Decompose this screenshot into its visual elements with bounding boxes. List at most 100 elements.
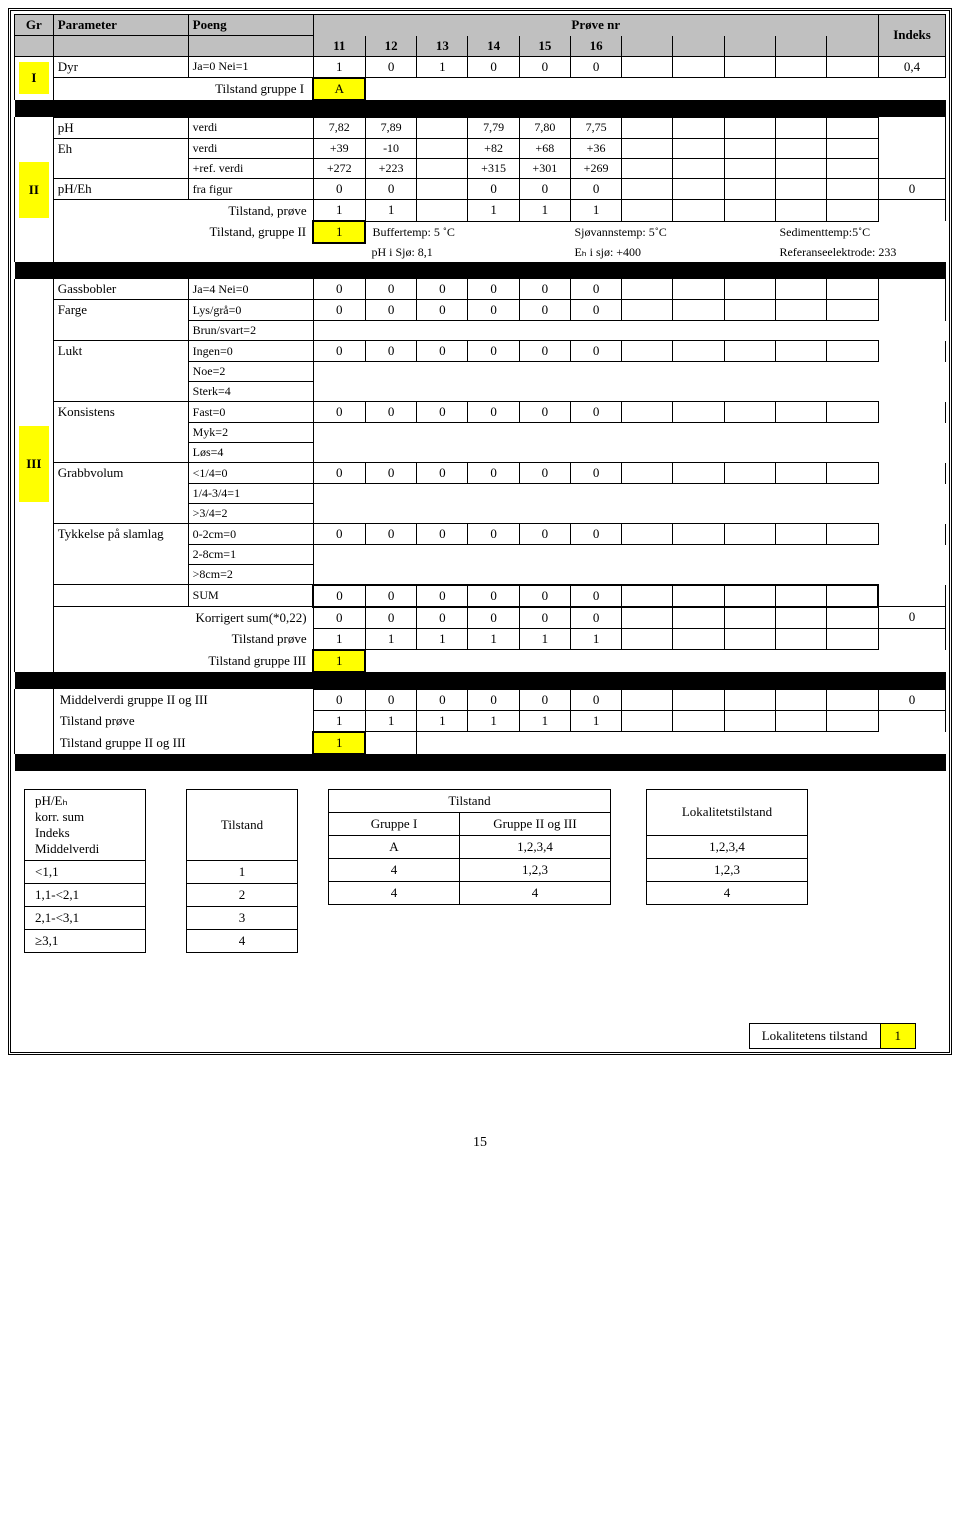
ft2-r01: 1,2,3,4 (460, 835, 611, 858)
tp3-v0: 1 (313, 628, 365, 650)
tgm-val: 1 (313, 732, 365, 754)
document-frame: Gr Parameter Poeng Prøve nr Indeks 11 12… (8, 8, 952, 1055)
korr-v5: 0 (570, 607, 621, 629)
tg3-val: 1 (313, 650, 365, 672)
ft2-r21: 4 (460, 881, 611, 904)
ft2-r00: A (329, 835, 460, 858)
info1b: Sjøvannstemp: 5˚C (570, 221, 775, 243)
tpm-label: Tilstand prøve (53, 710, 313, 732)
gass-v0: 0 (313, 279, 365, 300)
lukt-v0: 0 (313, 341, 365, 362)
ph-v3: 7,79 (468, 117, 519, 138)
grab2-s: 1/4-3/4=1 (188, 484, 313, 504)
ph-v1: 7,89 (365, 117, 416, 138)
mv-ix: 0 (878, 689, 945, 710)
tykk-v4: 0 (519, 524, 570, 545)
gass-v1: 0 (365, 279, 416, 300)
dyr-param: Dyr (53, 56, 188, 78)
ph-v0: 7,82 (313, 117, 365, 138)
lukt-v3: 0 (468, 341, 519, 362)
farge-v4: 0 (519, 300, 570, 321)
gass-s: Ja=4 Nei=0 (188, 279, 313, 300)
kons-v5: 0 (570, 402, 621, 423)
tykk2-s: 2-8cm=1 (188, 545, 313, 565)
grab-v3: 0 (468, 463, 519, 484)
ft1: pH/Eₕ korr. sum Indeks Middelverdi Tilst… (24, 789, 298, 953)
korr-v4: 0 (519, 607, 570, 629)
grab-p: Grabbvolum (53, 463, 188, 484)
dyr-v5: 0 (570, 56, 621, 78)
tpm-v0: 1 (313, 710, 365, 732)
farge-v2: 0 (417, 300, 468, 321)
kons-v1: 0 (365, 402, 416, 423)
ph-v5: 7,75 (570, 117, 621, 138)
sum-v3: 0 (468, 585, 519, 607)
ft2-lok: Lokalitetstilstand (647, 789, 808, 835)
pheh-p: pH/Eh (53, 179, 188, 200)
sum-v5: 0 (570, 585, 621, 607)
farge-p: Farge (53, 300, 188, 321)
footer-tables: pH/Eₕ korr. sum Indeks Middelverdi Tilst… (14, 789, 946, 953)
eh-s: verdi (188, 138, 313, 159)
ft1-r21: 3 (187, 906, 298, 929)
farge-v3: 0 (468, 300, 519, 321)
ft1-r00: <1,1 (25, 860, 146, 883)
tp3-v1: 1 (365, 628, 416, 650)
ft1-r11: 2 (187, 883, 298, 906)
dyr-v4: 0 (519, 56, 570, 78)
g3-label: III (19, 426, 49, 502)
kons-v0: 0 (313, 402, 365, 423)
ft2-r20: 4 (329, 881, 460, 904)
gass-v4: 0 (519, 279, 570, 300)
pheh-v4: 0 (519, 179, 570, 200)
tg2-val: 1 (313, 221, 365, 243)
hdr-prove: Prøve nr (313, 15, 878, 36)
korr-v0: 0 (313, 607, 365, 629)
hdr-poeng: Poeng (188, 15, 313, 36)
dyr-poeng: Ja=0 Nei=1 (188, 56, 313, 78)
sum-v4: 0 (519, 585, 570, 607)
ft1-h2: korr. sum (35, 809, 135, 825)
grab-v4: 0 (519, 463, 570, 484)
kons-v2: 0 (417, 402, 468, 423)
ft1-r30: ≥3,1 (25, 929, 146, 952)
tykk-s: 0-2cm=0 (188, 524, 313, 545)
hdr-c1: 12 (365, 36, 416, 57)
ref-v1: +223 (365, 159, 416, 179)
kons-v4: 0 (519, 402, 570, 423)
tp3-v3: 1 (468, 628, 519, 650)
pheh-s: fra figur (188, 179, 313, 200)
gass-v3: 0 (468, 279, 519, 300)
tykk3-s: >8cm=2 (188, 565, 313, 585)
grab-v0: 0 (313, 463, 365, 484)
hdr-parameter: Parameter (53, 15, 188, 36)
lukt-p: Lukt (53, 341, 188, 362)
sum-v2: 0 (417, 585, 468, 607)
pheh-v0: 0 (313, 179, 365, 200)
grab-v1: 0 (365, 463, 416, 484)
korr-v2: 0 (417, 607, 468, 629)
ph-s: verdi (188, 117, 313, 138)
grab-v5: 0 (570, 463, 621, 484)
page-number: 15 (8, 1135, 952, 1151)
tg1-val: A (313, 78, 365, 100)
kons2-s: Myk=2 (188, 423, 313, 443)
dyr-ix: 0,4 (878, 56, 945, 78)
tp3-v2: 1 (417, 628, 468, 650)
ph-p: pH (53, 117, 188, 138)
ft1-h3: Indeks (35, 825, 135, 841)
eh-v0: +39 (313, 138, 365, 159)
lok-val: 1 (880, 1023, 916, 1048)
tp2-label: Tilstand, prøve (53, 200, 313, 222)
tgm-label: Tilstand gruppe II og III (53, 732, 313, 754)
farge2-s: Brun/svart=2 (188, 321, 313, 341)
tp2-v3: 1 (468, 200, 519, 222)
ft2-r11: 1,2,3 (460, 858, 611, 881)
tykk-v1: 0 (365, 524, 416, 545)
mv-v3: 0 (468, 689, 519, 710)
lok-label: Lokalitetens tilstand (749, 1023, 880, 1048)
sum-v0: 0 (313, 585, 365, 607)
tykk-v0: 0 (313, 524, 365, 545)
tpm-v4: 1 (519, 710, 570, 732)
lukt-v4: 0 (519, 341, 570, 362)
